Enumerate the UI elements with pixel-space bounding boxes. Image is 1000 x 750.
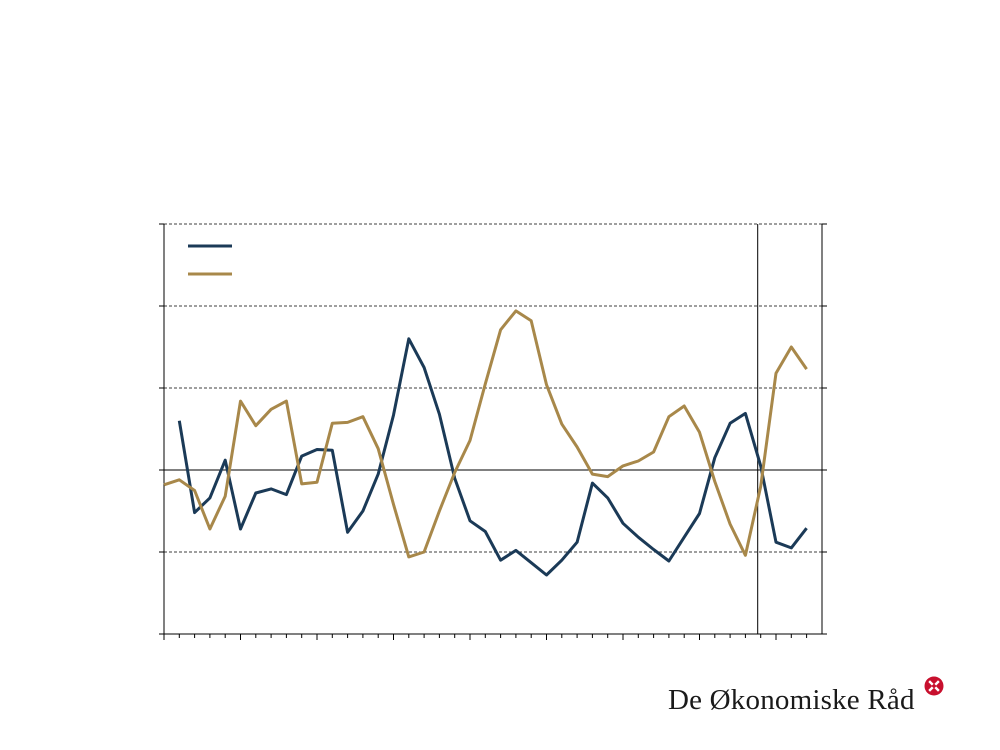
series-line-1 [177,337,808,577]
axes [159,223,827,640]
legend [188,244,232,276]
line-chart [159,223,827,640]
series-lines [163,309,808,577]
brand-logo-area: De Økonomiske Råd [668,676,944,724]
brand-name: De Økonomiske Råd [668,684,915,716]
brand-emblem-icon [924,676,944,696]
series-line-2 [163,309,808,559]
